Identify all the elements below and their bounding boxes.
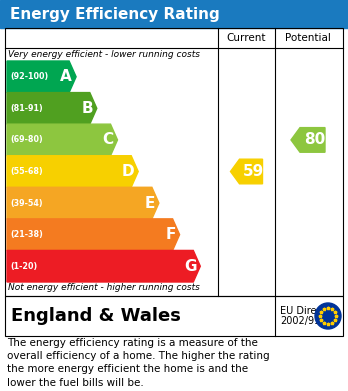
Text: 59: 59 bbox=[243, 164, 264, 179]
Text: A: A bbox=[60, 69, 72, 84]
Text: EU Directive: EU Directive bbox=[280, 306, 340, 316]
Text: G: G bbox=[184, 259, 196, 274]
Text: England & Wales: England & Wales bbox=[11, 307, 181, 325]
Text: (1-20): (1-20) bbox=[10, 262, 37, 271]
Polygon shape bbox=[7, 156, 138, 187]
Polygon shape bbox=[7, 61, 76, 93]
Text: D: D bbox=[121, 164, 134, 179]
Text: 2002/91/EC: 2002/91/EC bbox=[280, 316, 337, 326]
Text: 80: 80 bbox=[304, 133, 326, 147]
Polygon shape bbox=[7, 124, 118, 156]
Text: (21-38): (21-38) bbox=[10, 230, 43, 239]
Text: Current: Current bbox=[227, 33, 266, 43]
Bar bbox=[5, 296, 343, 336]
Circle shape bbox=[315, 303, 341, 329]
Polygon shape bbox=[7, 219, 180, 250]
Polygon shape bbox=[7, 93, 97, 124]
Bar bbox=[5, 28, 343, 296]
Text: C: C bbox=[102, 133, 113, 147]
Text: The energy efficiency rating is a measure of the
overall efficiency of a home. T: The energy efficiency rating is a measur… bbox=[7, 338, 270, 387]
Text: (39-54): (39-54) bbox=[10, 199, 42, 208]
Text: F: F bbox=[165, 227, 176, 242]
Text: (69-80): (69-80) bbox=[10, 135, 43, 144]
Polygon shape bbox=[7, 187, 159, 219]
Polygon shape bbox=[291, 127, 325, 152]
Text: (55-68): (55-68) bbox=[10, 167, 43, 176]
Bar bbox=[0, 0, 348, 28]
Text: (81-91): (81-91) bbox=[10, 104, 43, 113]
Text: (92-100): (92-100) bbox=[10, 72, 48, 81]
Text: B: B bbox=[81, 101, 93, 116]
Text: Potential: Potential bbox=[285, 33, 331, 43]
Polygon shape bbox=[7, 250, 200, 282]
Text: Very energy efficient - lower running costs: Very energy efficient - lower running co… bbox=[8, 50, 200, 59]
Polygon shape bbox=[230, 159, 262, 184]
Text: E: E bbox=[144, 196, 155, 211]
Text: Not energy efficient - higher running costs: Not energy efficient - higher running co… bbox=[8, 283, 200, 292]
Text: Energy Efficiency Rating: Energy Efficiency Rating bbox=[10, 7, 220, 22]
